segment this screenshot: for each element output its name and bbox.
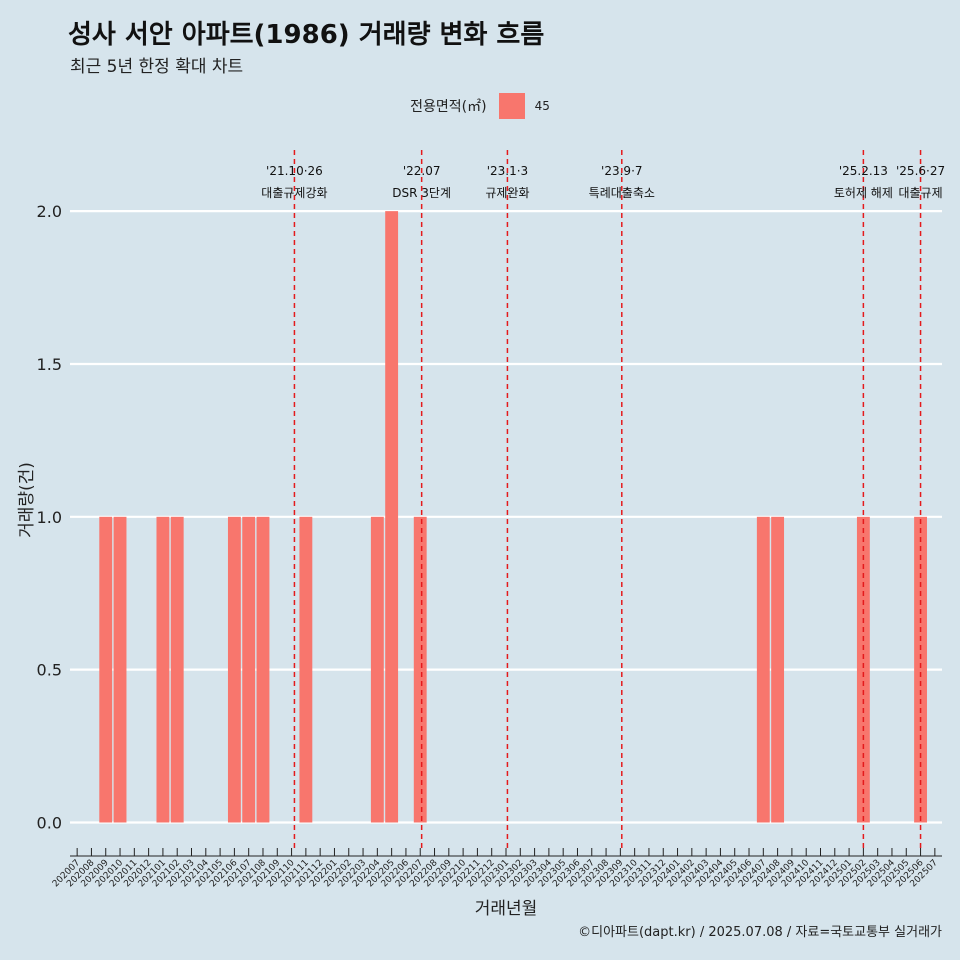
x-axis-title: 거래년월 [475, 899, 538, 919]
event-date: '25.2.13 [839, 164, 888, 178]
legend-title: 전용면적(㎡) [410, 99, 487, 115]
event-date: '23.1·3 [487, 164, 528, 178]
bar [256, 516, 270, 823]
bar [370, 516, 384, 823]
y-tick-label: 1.0 [37, 508, 62, 527]
event-label: 토허제 해제 [834, 186, 893, 200]
bar [856, 516, 870, 823]
bar [113, 516, 127, 823]
legend: 전용면적(㎡) 45 [0, 93, 960, 119]
bar [756, 516, 770, 823]
y-tick-label: 1.5 [37, 355, 62, 374]
bar [771, 516, 785, 823]
event-label: DSR 3단계 [392, 186, 451, 200]
bar [385, 211, 399, 823]
y-tick-label: 0.5 [37, 661, 62, 680]
bar [170, 516, 184, 823]
legend-key [498, 93, 525, 119]
event-date: '23.9·7 [601, 164, 642, 178]
legend-label: 45 [534, 99, 550, 113]
y-tick-label: 0.0 [37, 813, 62, 832]
bar [413, 516, 427, 823]
event-date: '22.07 [403, 164, 441, 178]
chart-title: 성사 서안 아파트(1986) 거래량 변화 흐름 [68, 20, 545, 50]
y-tick-label: 2.0 [37, 202, 62, 221]
event-date: '25.6·27 [896, 164, 945, 178]
event-label: 특례대출축소 [589, 186, 655, 200]
event-label: 대출규제강화 [261, 186, 327, 200]
bar [156, 516, 170, 823]
event-date: '21.10·26 [266, 164, 323, 178]
chart-subtitle: 최근 5년 한정 확대 차트 [70, 57, 244, 77]
bar [299, 516, 313, 823]
bar [914, 516, 927, 823]
event-label: 규제완화 [485, 186, 529, 200]
event-label: 대출규제 [898, 186, 942, 200]
bar [227, 516, 241, 823]
bar [99, 516, 113, 823]
y-axis-title: 거래량(건) [17, 462, 37, 538]
bar [242, 516, 256, 823]
caption: ©디아파트(dapt.kr) / 2025.07.08 / 자료=국토교통부 실… [578, 925, 942, 940]
